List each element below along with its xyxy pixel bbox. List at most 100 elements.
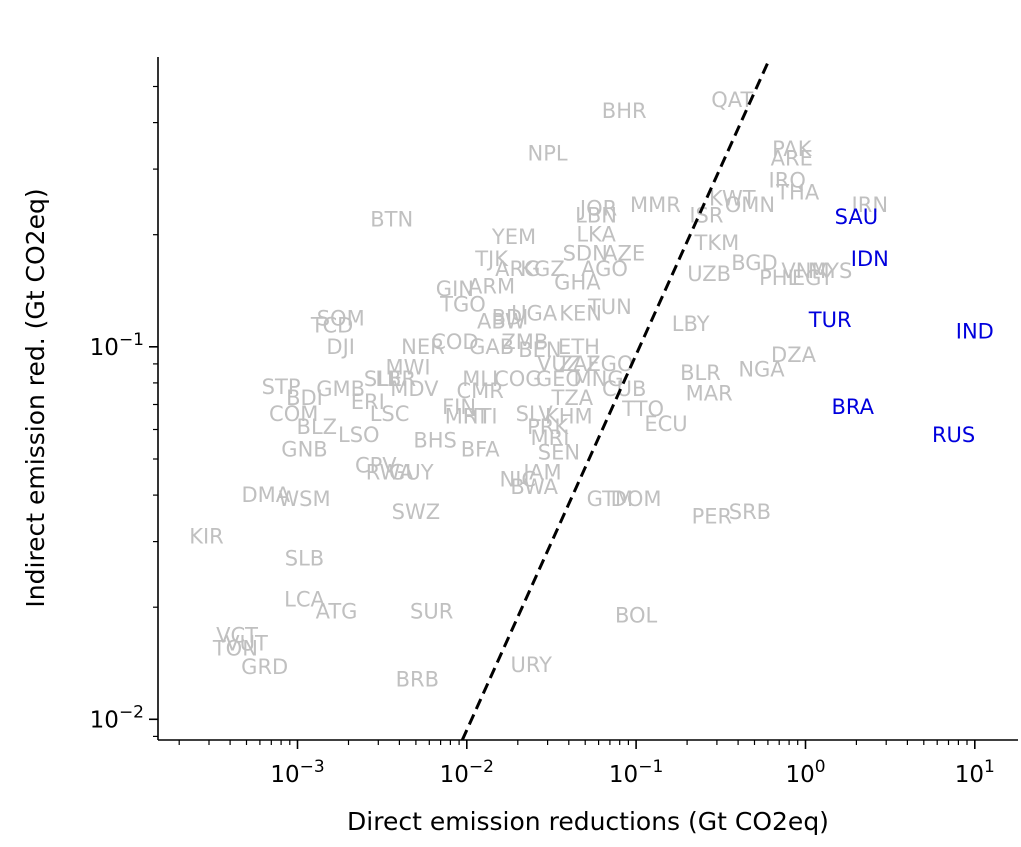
point-label-nic: NIC	[500, 468, 537, 492]
x-tick-label: 101	[955, 757, 995, 788]
point-label-som: SOM	[317, 307, 365, 331]
point-label-bwa: BWA	[510, 475, 558, 499]
point-label-tcd: TCD	[310, 314, 353, 338]
axes	[157, 57, 1018, 741]
point-label-tza: TZA	[551, 386, 594, 410]
point-label-cod: COD	[431, 330, 478, 354]
point-label-phl: PHL	[759, 266, 799, 290]
point-label-wsm: WSM	[278, 487, 330, 511]
point-label-sle: SLE	[364, 367, 402, 391]
point-label-sur: SUR	[410, 599, 453, 623]
y-tick-label: 10−2	[90, 702, 144, 733]
point-label-lby: LBY	[672, 312, 710, 336]
point-label-vut: VUT	[225, 631, 268, 655]
point-label-eri: ERI	[351, 390, 385, 414]
point-label-uga: UGA	[511, 301, 558, 325]
y-axis-title: Indirect emission red. (Gt CO2eq)	[21, 188, 50, 607]
x-tick-label: 10−3	[270, 757, 324, 788]
point-label-prk: PRK	[527, 415, 569, 439]
reference-line	[460, 61, 770, 741]
point-label-lsc: LSC	[370, 402, 410, 426]
point-label-omn: OMN	[725, 193, 775, 217]
point-label-tto: TTO	[621, 397, 664, 421]
point-label-ury: URY	[510, 653, 552, 677]
point-label-npl: NPL	[528, 142, 568, 166]
point-label-irn: IRN	[852, 193, 889, 217]
point-label-cpv: CPV	[355, 454, 397, 478]
point-label-grd: GRD	[241, 655, 288, 679]
point-label-brb: BRB	[396, 667, 439, 691]
point-label-bdi: BDI	[492, 305, 529, 329]
point-label-jam: JAM	[521, 461, 561, 485]
point-label-lka: LKA	[576, 223, 616, 247]
point-label-ton: TON	[212, 636, 258, 660]
point-label-vnm: VNM	[781, 259, 829, 283]
point-label-bfa: BFA	[461, 438, 501, 462]
point-label-com: COM	[269, 402, 318, 426]
point-label-ner: NER	[401, 335, 445, 359]
point-label-ecu: ECU	[644, 412, 687, 436]
point-label-vuz: VUZ	[537, 352, 581, 376]
point-label-mar: MAR	[686, 381, 733, 405]
point-label-gnb: GNB	[281, 438, 327, 462]
ticks: 10−3 10−2 10−1 100 101 10−2 10−1	[90, 85, 995, 788]
point-label-are: ARE	[771, 147, 813, 171]
point-label-sau: SAU	[835, 205, 878, 229]
point-label-eth: ETH	[558, 335, 600, 359]
point-label-uzb: UZB	[687, 262, 731, 286]
point-label-gin: GIN	[436, 277, 474, 301]
point-label-bhs: BHS	[413, 429, 457, 453]
point-label-idn: IDN	[851, 247, 889, 271]
point-label-cog: COG	[494, 367, 541, 391]
point-label-ben: BEN	[518, 338, 561, 362]
point-label-jor: JOR	[578, 197, 617, 221]
point-label-mli: MLI	[462, 367, 498, 391]
point-label-mwi: MWI	[386, 356, 431, 380]
point-label-sen: SEN	[538, 441, 580, 465]
point-label-cmr: CMR	[457, 379, 504, 403]
point-label-dom: DOM	[611, 487, 662, 511]
point-label-tun: TUN	[587, 295, 632, 319]
point-label-guy: GUY	[389, 461, 434, 485]
point-label-mmr: MMR	[630, 193, 681, 217]
point-label-dji: DJI	[326, 335, 355, 359]
point-label-mri: MRI	[531, 426, 570, 450]
point-label-mrt: MRT	[445, 405, 489, 429]
point-label-rwa: RWA	[366, 461, 414, 485]
point-label-pak: PAK	[772, 137, 813, 161]
point-label-hti: HTI	[463, 405, 498, 429]
point-label-kwt: KWT	[709, 187, 756, 211]
point-label-fin: FIN	[442, 395, 476, 419]
point-label-vct: VCT	[216, 623, 258, 647]
x-tick-label: 10−1	[609, 757, 663, 788]
point-label-yem: YEM	[491, 225, 536, 249]
point-label-khm: KHM	[545, 405, 593, 429]
point-label-geo: GEO	[536, 367, 582, 391]
point-label-tjk: TJK	[474, 247, 509, 271]
point-label-sdn: SDN	[563, 242, 608, 266]
point-label-mng: MNG	[574, 367, 624, 391]
point-label-kir: KIR	[189, 524, 224, 548]
point-label-arg: ARG	[495, 257, 540, 281]
point-label-irq: IRQ	[769, 168, 806, 192]
point-label-tha: THA	[775, 180, 820, 204]
point-label-kgz: KGZ	[520, 257, 564, 281]
point-label-stp: STP	[262, 375, 301, 399]
point-label-tur: TUR	[808, 308, 852, 332]
point-label-srb: SRB	[729, 500, 771, 524]
point-label-gha: GHA	[554, 270, 601, 294]
point-label-bdi: BDI	[286, 386, 323, 410]
x-axis-title: Direct emission reductions (Gt CO2eq)	[347, 807, 829, 836]
point-label-btn: BTN	[370, 207, 413, 231]
point-label-tgo: TGO	[439, 292, 486, 316]
point-label-mdv: MDV	[390, 377, 439, 401]
point-label-blz: BLZ	[297, 415, 338, 439]
point-label-blr: BLR	[680, 361, 721, 385]
point-label-lbn: LBN	[575, 204, 617, 228]
point-label-lca: LCA	[284, 587, 325, 611]
point-label-lbr: LBR	[375, 367, 416, 391]
reference-line-group	[460, 61, 770, 741]
point-label-tkm: TKM	[694, 231, 740, 255]
